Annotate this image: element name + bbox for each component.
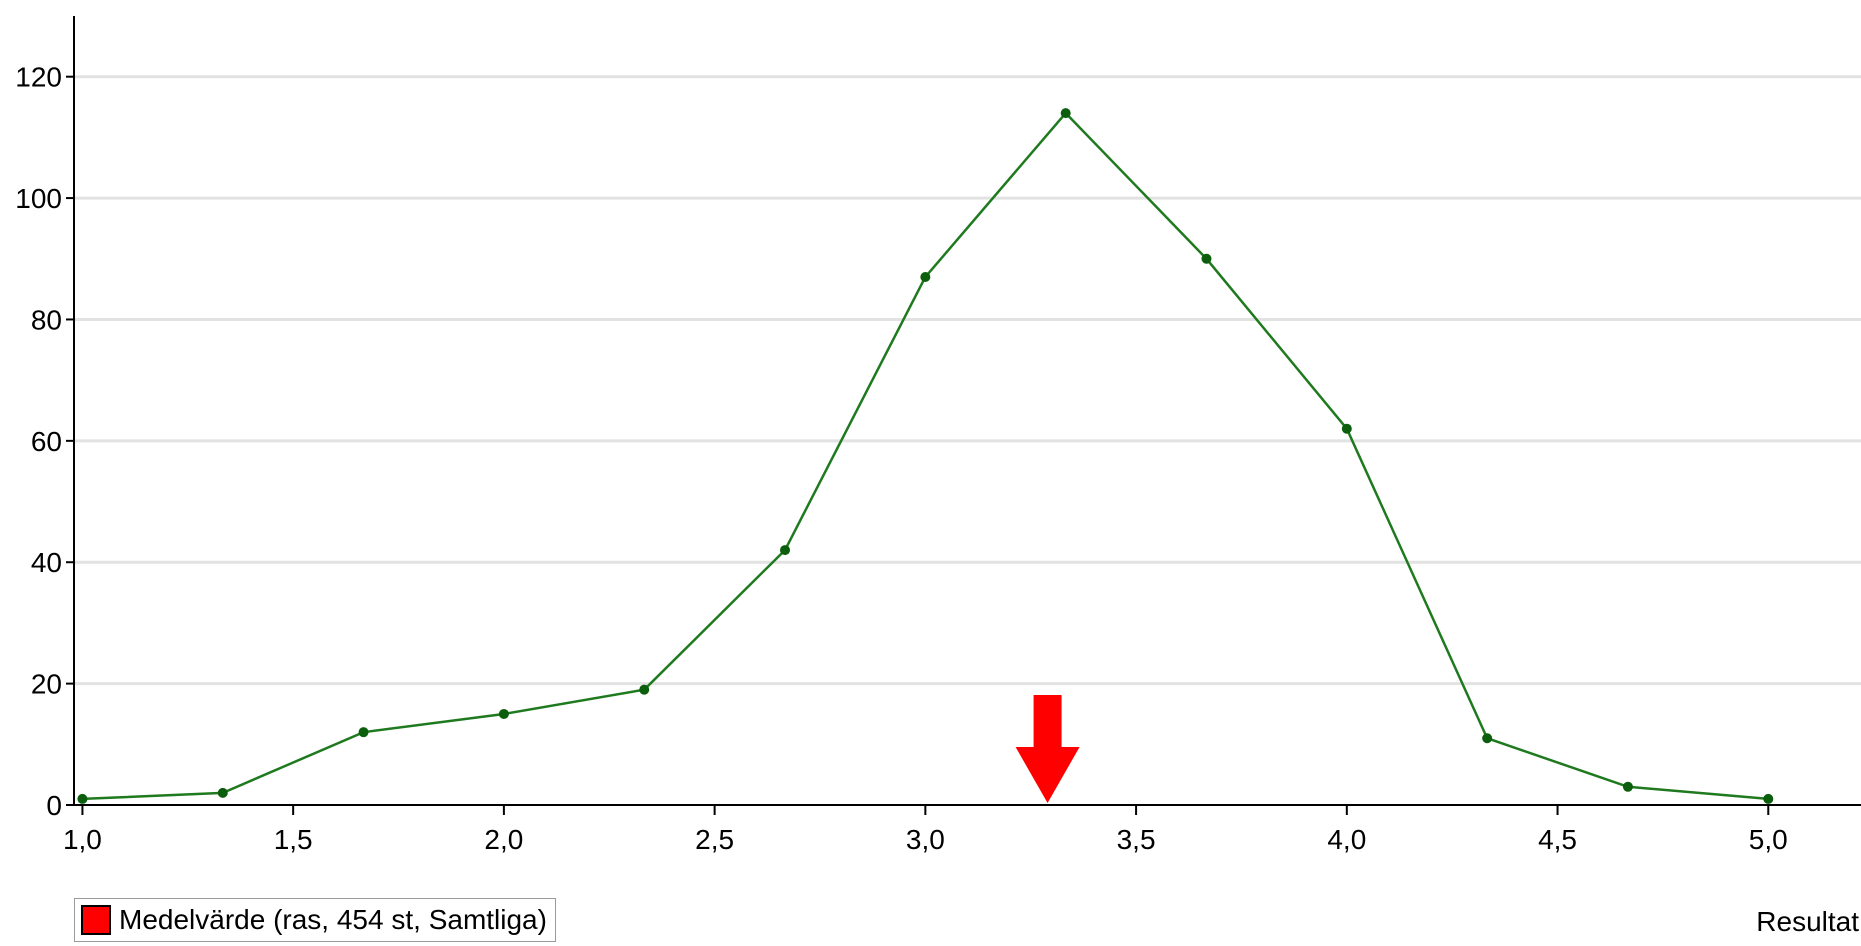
mean-arrow [1015, 695, 1080, 803]
series-line [82, 111, 1769, 801]
data-point [77, 793, 88, 804]
x-tick-label: 2,0 [484, 824, 523, 855]
legend-swatch [81, 905, 111, 935]
y-tick-label: 120 [15, 62, 62, 93]
grid-lines [74, 75, 1861, 686]
y-tick-label: 80 [31, 304, 62, 335]
legend-label: Medelvärde (ras, 454 st, Samtliga) [119, 904, 547, 935]
y-tick-label: 20 [31, 669, 62, 700]
x-axis-title: Resultat [1756, 906, 1859, 937]
x-tick-label: 1,5 [274, 824, 313, 855]
x-tick-label: 3,5 [1117, 824, 1156, 855]
data-point [920, 271, 931, 282]
x-tick-label: 3,0 [906, 824, 945, 855]
legend: Medelvärde (ras, 454 st, Samtliga) [74, 898, 556, 942]
data-point [639, 684, 650, 695]
data-point [217, 787, 228, 798]
mean-marker [1015, 695, 1080, 803]
data-point [1482, 733, 1493, 744]
data-point [498, 708, 509, 719]
data-point [780, 545, 791, 556]
data-point [1622, 781, 1633, 792]
axes [73, 16, 1861, 806]
data-point [1341, 423, 1352, 434]
data-point [358, 727, 369, 738]
y-tick-label: 60 [31, 426, 62, 457]
x-tick-label: 4,0 [1327, 824, 1366, 855]
data-point [1201, 253, 1212, 264]
y-tick-label: 40 [31, 547, 62, 578]
y-tick-label: 0 [46, 790, 62, 821]
y-axis-ticks: 0 20 40 60 80 100 120 [15, 62, 74, 821]
x-tick-label: 4,5 [1538, 824, 1577, 855]
data-point [1060, 108, 1071, 119]
x-tick-label: 5,0 [1749, 824, 1788, 855]
x-axis-ticks: 1,0 1,5 2,0 2,5 3,0 3,5 4,0 4,5 5,0 [63, 805, 1788, 855]
data-point [1763, 793, 1774, 804]
y-tick-label: 100 [15, 183, 62, 214]
x-tick-label: 2,5 [695, 824, 734, 855]
x-tick-label: 1,0 [63, 824, 102, 855]
series-group [77, 108, 1774, 804]
